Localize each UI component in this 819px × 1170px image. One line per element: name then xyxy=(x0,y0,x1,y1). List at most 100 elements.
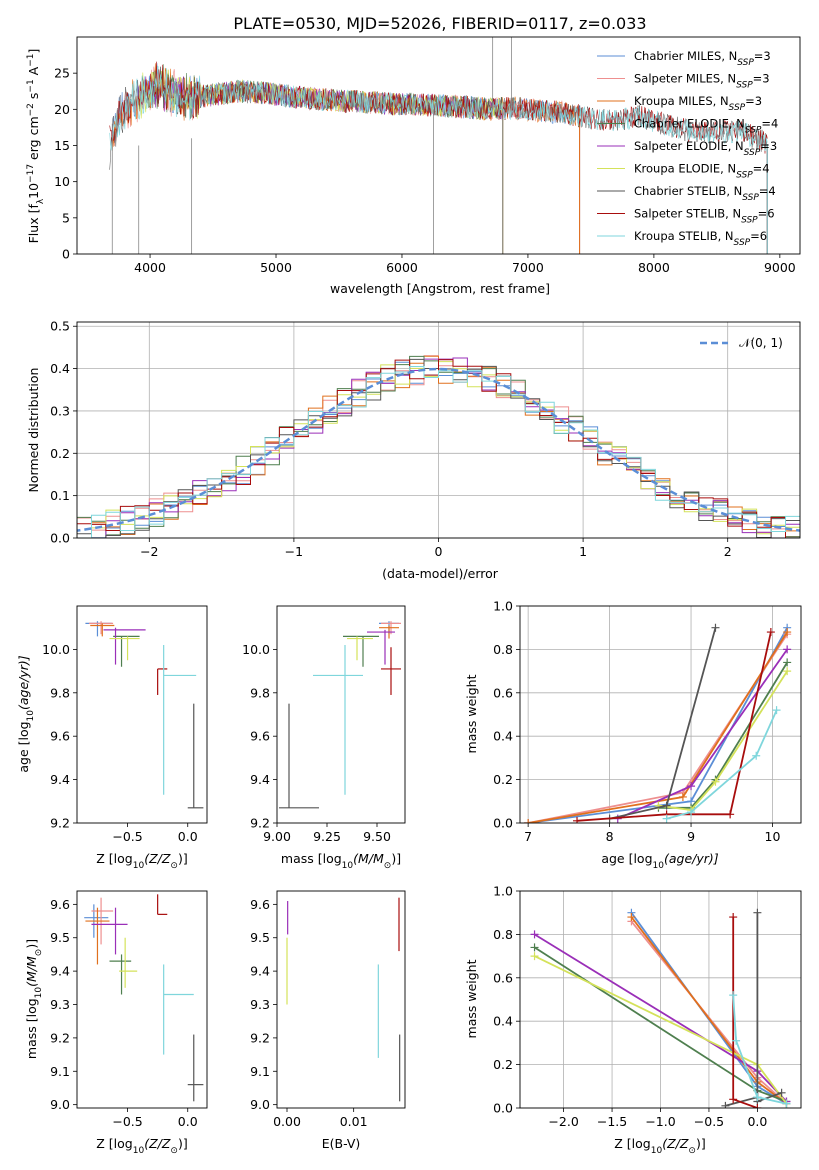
label-part: 10 xyxy=(133,1146,145,1156)
y-axis-label: mass weight xyxy=(464,959,479,1038)
y-tick-label: 25 xyxy=(54,66,70,81)
legend-label: 𝒩(0, 1) xyxy=(739,336,783,350)
weight-marker xyxy=(530,952,539,961)
label-part: −1 xyxy=(26,79,36,92)
weight-marker xyxy=(678,792,687,801)
plot-content xyxy=(530,908,791,1108)
plot-content xyxy=(286,897,401,1102)
weight-marker xyxy=(782,1099,791,1108)
label-part: SSP xyxy=(737,58,754,68)
histogram-step xyxy=(77,357,800,538)
label-part: Z [log xyxy=(96,1136,132,1151)
x-tick-label: −2 xyxy=(140,544,158,559)
label-part: 10 xyxy=(133,861,145,871)
y-axis-label: mass [log10(M/M⊙)] xyxy=(24,939,44,1059)
panel-residuals: −2 −1 0 1 2 0.0 0.1 0.2 0.3 0.4 0.5 (data-model)/er… xyxy=(26,319,801,581)
label-part: 10 xyxy=(651,1146,663,1156)
weight-line-salpeter-stelib xyxy=(576,631,772,822)
axes-frame: 0.00 0.01 9.0 9.1 9.2 9.3 9.4 9.5 9.6 E(B-V) xyxy=(250,890,406,1151)
axes-border xyxy=(76,890,208,1109)
label-part: )] xyxy=(24,939,39,949)
x-tick-label: 9.00 xyxy=(263,829,291,844)
weight-marker xyxy=(772,706,781,715)
label-part: age [log xyxy=(16,721,31,772)
y-tick-label: 9.8 xyxy=(250,685,270,700)
x-tick-label: −1.5 xyxy=(597,1114,627,1129)
weight-marker xyxy=(573,816,582,823)
axes-border xyxy=(276,605,406,824)
y-tick-label: 0 xyxy=(62,247,70,262)
y-tick-label: 9.4 xyxy=(250,964,270,979)
errorbar-point-chabrier-stelib xyxy=(187,1034,204,1102)
label-part: SSP xyxy=(741,216,758,226)
panel-age-vs-Z: −0.5 0.09.29.49.69.810.0Z [log10(Z/Z⊙)]ag… xyxy=(16,605,208,871)
plot-area xyxy=(277,891,405,1108)
x-tick-label: −0.5 xyxy=(112,829,142,844)
spectrum-line-kroupa-stelib xyxy=(109,66,768,152)
y-tick-label: 9.2 xyxy=(50,1030,70,1045)
x-tick-label: 9.50 xyxy=(363,829,391,844)
weight-marker xyxy=(662,814,671,823)
label-part: =4 xyxy=(753,162,770,176)
label-part: (M/M xyxy=(353,851,384,866)
legend-label: Kroupa STELIB, NSSP=6 xyxy=(634,229,767,248)
weight-marker xyxy=(662,801,671,810)
errorbar-point-salpeter-elodie xyxy=(103,627,146,665)
x-axis-label: E(B-V) xyxy=(322,1136,361,1151)
label-part: =4 xyxy=(761,117,778,131)
y-axis-label: Normed distribution xyxy=(26,368,41,493)
y-tick-label: 10.0 xyxy=(242,642,270,657)
label-part: )] xyxy=(696,1136,706,1151)
label-part: SSP xyxy=(742,193,759,203)
label-part: =3 xyxy=(760,139,777,153)
label-part: age [log xyxy=(601,851,652,866)
legend-label: Kroupa MILES, NSSP=3 xyxy=(634,94,762,113)
label-part: 10 xyxy=(26,183,41,199)
plot-content xyxy=(84,894,204,1102)
label-part: (Z/Z xyxy=(144,851,171,866)
y-tick-label: 9.4 xyxy=(250,772,270,787)
errorbar-point-kroupa-stelib xyxy=(163,964,194,1055)
y-tick-label: 0.8 xyxy=(493,642,513,657)
legend-label: Chabrier STELIB, NSSP=4 xyxy=(634,184,776,203)
label-part: (Z/Z xyxy=(662,1136,689,1151)
y-tick-label: 0.6 xyxy=(493,685,513,700)
x-tick-label: −1.0 xyxy=(645,1114,675,1129)
y-tick-label: 0.0 xyxy=(493,816,513,831)
weight-marker xyxy=(783,667,792,676)
plot-area xyxy=(77,37,800,254)
weight-marker xyxy=(783,645,792,654)
label-part: Z [log xyxy=(614,1136,650,1151)
y-tick-label: 9.6 xyxy=(50,729,70,744)
errorbar-point-salpeter-elodie xyxy=(367,629,395,665)
y-tick-label: 0.4 xyxy=(50,361,70,376)
y-tick-label: 9.4 xyxy=(50,772,70,787)
y-tick-label: 15 xyxy=(54,138,70,153)
x-tick-label: 0 xyxy=(435,544,443,559)
x-tick-label: 7 xyxy=(524,829,532,844)
x-tick-label: −0.5 xyxy=(112,1114,142,1129)
legend-label: Chabrier ELODIE, NSSP=4 xyxy=(634,117,778,136)
x-axis-label: Z [log10(Z/Z⊙)] xyxy=(96,851,187,871)
label-part: )] xyxy=(178,1136,188,1151)
label-part: ] xyxy=(26,49,41,54)
weight-line-kroupa-stelib xyxy=(732,995,787,1105)
x-tick-label: 6000 xyxy=(386,260,418,275)
x-tick-label: 9.25 xyxy=(313,829,341,844)
plot-content xyxy=(279,621,401,809)
weight-marker xyxy=(726,810,735,819)
weight-marker xyxy=(766,628,775,637)
y-tick-label: 20 xyxy=(54,102,70,117)
y-tick-label: 0.2 xyxy=(493,1057,513,1072)
label-part: (age/yr)] xyxy=(16,655,31,710)
errorbar-point-kroupa-miles xyxy=(90,623,115,637)
axes-frame: −2.0 −1.5 −1.0 −0.5 0.0 0.0 0.2 0.4 0.6 0.8 1.0 Z [… xyxy=(464,884,802,1156)
y-tick-label: 9.8 xyxy=(50,685,70,700)
errorbar-point-salpeter-stelib xyxy=(381,647,401,695)
x-tick-label: 8 xyxy=(606,829,614,844)
label-part: mass [log xyxy=(281,851,342,866)
label-part: erg cm xyxy=(26,116,41,164)
errorbar-point-chabrier-elodie xyxy=(343,635,379,667)
